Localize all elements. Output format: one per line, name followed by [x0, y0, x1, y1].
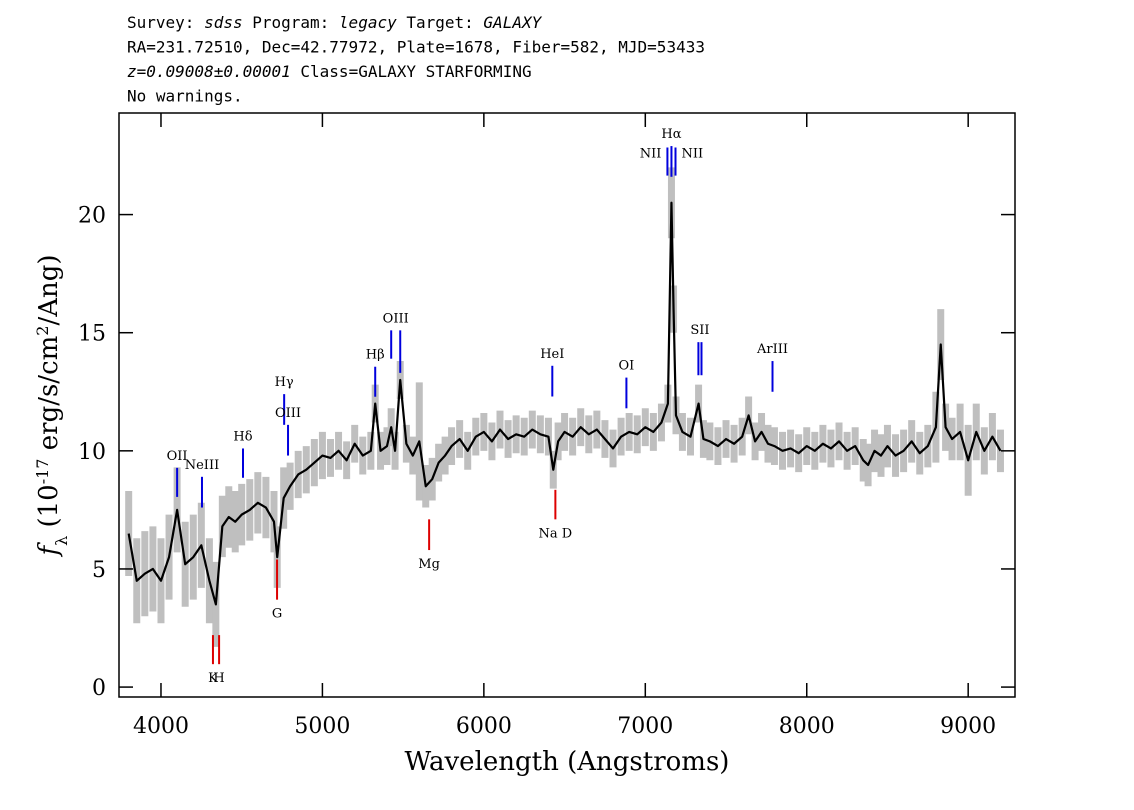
- y-tick-label: 0: [92, 676, 106, 701]
- y-label-part: (10: [34, 484, 64, 536]
- line-label: NII: [640, 146, 662, 161]
- line-label: OIII: [383, 311, 409, 326]
- x-tick-label: 4000: [133, 714, 189, 739]
- y-label-part: /Ang): [34, 254, 64, 325]
- header-line: z=0.09008±0.00001 Class=GALAXY STARFORMI…: [127, 62, 532, 81]
- x-tick-label: 5000: [294, 714, 350, 739]
- y-label-part: erg/s/cm: [34, 336, 64, 459]
- header-text: Target:: [397, 13, 484, 32]
- line-label: Hβ: [366, 348, 385, 363]
- plot-frame: [118, 112, 1016, 698]
- header-text: Survey:: [127, 13, 204, 32]
- header-text: Class=GALAXY STARFORMING: [291, 62, 532, 81]
- header-text: GALAXY: [483, 13, 542, 32]
- line-label: G: [272, 607, 282, 622]
- line-label: Na D: [539, 526, 573, 541]
- line-label: K: [208, 671, 218, 686]
- header-line: RA=231.72510, Dec=42.77972, Plate=1678, …: [127, 38, 705, 57]
- line-label: OII: [167, 449, 188, 464]
- y-tick-label: 10: [78, 440, 106, 465]
- x-tick-label: 6000: [456, 714, 512, 739]
- spectrum-line: [127, 201, 1002, 606]
- line-label: OIII: [275, 406, 301, 421]
- header-line: Survey: sdss Program: legacy Target: GAL…: [127, 13, 543, 32]
- header-line: No warnings.: [127, 87, 243, 106]
- x-tick-label: 9000: [940, 714, 996, 739]
- header-text: z=0.09008±0.00001: [127, 62, 291, 81]
- header-text: legacy: [339, 13, 397, 32]
- y-tick-label: 20: [78, 204, 106, 229]
- header-text: No warnings.: [127, 87, 243, 106]
- line-label: Hα: [661, 127, 681, 142]
- line-label: Mg: [418, 557, 440, 572]
- line-label: OI: [619, 359, 635, 374]
- x-axis-label: Wavelength (Angstroms): [405, 747, 730, 777]
- header-text: sdss: [204, 13, 243, 32]
- line-label: H: [213, 671, 224, 686]
- x-tick-label: 7000: [617, 714, 673, 739]
- header-text: RA=231.72510, Dec=42.77972, Plate=1678, …: [127, 38, 705, 57]
- header-text: Program:: [243, 13, 339, 32]
- line-label: NeIII: [185, 458, 219, 473]
- line-label: Hδ: [233, 429, 252, 444]
- line-label: NII: [681, 146, 703, 161]
- y-axis-label: fλ (10-17 erg/s/cm2/Ang): [33, 254, 71, 557]
- y-tick-label: 5: [92, 558, 106, 583]
- line-label: Hγ: [275, 375, 294, 390]
- y-label-part: λ: [52, 536, 71, 546]
- line-label: SII: [690, 323, 709, 338]
- y-tick-label: 15: [78, 322, 106, 347]
- y-label-part: 2: [33, 326, 52, 336]
- line-label: ArIII: [756, 342, 788, 357]
- y-label-part: -17: [33, 459, 52, 485]
- line-label: HeI: [540, 347, 564, 362]
- header: Survey: sdss Program: legacy Target: GAL…: [127, 13, 705, 106]
- x-tick-label: 8000: [779, 714, 835, 739]
